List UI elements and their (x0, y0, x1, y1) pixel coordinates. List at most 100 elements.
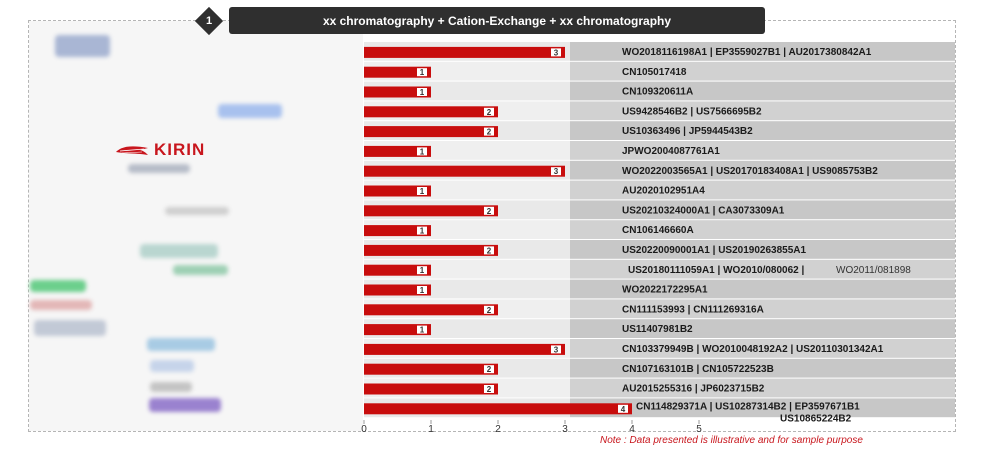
patent-row-band (570, 319, 955, 338)
kirin-logo: KIRIN (114, 140, 206, 159)
bar (364, 165, 565, 177)
kirin-logo-text: KIRIN (154, 140, 206, 159)
patent-numbers: WO2011/081898 (836, 265, 911, 276)
patent-numbers: CN106146660A (622, 225, 694, 236)
patent-numbers: CN105017418 (622, 67, 687, 78)
patent-numbers: WO2022003565A1 | US20170183408A1 | US908… (622, 166, 878, 177)
x-tick-label: 3 (562, 424, 568, 435)
bar-label-box (417, 68, 427, 77)
bar-value-label: 3 (554, 48, 559, 57)
bar-label-box (484, 385, 494, 393)
patent-row-band (570, 121, 955, 140)
assignee-logo-blurred (55, 35, 110, 57)
x-tick-label: 0 (361, 424, 367, 435)
patent-row-band (570, 81, 955, 101)
bar (364, 126, 498, 138)
assignee-logo-blurred (218, 104, 282, 118)
bar-label-box (484, 246, 494, 255)
patent-row-band (570, 398, 955, 418)
bar (364, 66, 431, 78)
patent-row-band (570, 240, 955, 259)
assignee-logo-blurred (128, 164, 190, 173)
step-badge: 1 (195, 7, 223, 35)
chart-title: xx chromatography + Cation-Exchange + xx… (229, 7, 765, 34)
patent-row-band (570, 279, 955, 299)
patent-numbers: US10363496 | JP5944543B2 (622, 126, 753, 137)
assignee-logo-blurred (30, 300, 92, 310)
bar (364, 86, 431, 98)
bar-value-label: 1 (420, 326, 425, 335)
bar-label-box (417, 226, 427, 235)
kirin-emblem-icon (116, 146, 148, 155)
patent-numbers: US20220090001A1 | US20190263855A1 (622, 245, 806, 256)
patent-row-band (570, 180, 955, 200)
patent-numbers: AU2015255316 | JP6023715B2 (622, 384, 765, 395)
step-number: 1 (205, 15, 213, 27)
bar-value-label: 4 (621, 405, 626, 414)
patent-numbers: US10865224B2 (780, 413, 852, 424)
assignee-logo-blurred (150, 360, 194, 372)
patent-row-band (570, 101, 955, 121)
bar-label-box (484, 127, 494, 136)
bar (364, 324, 431, 336)
bar-value-label: 2 (487, 365, 492, 374)
bar (364, 106, 498, 118)
patent-numbers: WO2018116198A1 | EP3559027B1 | AU2017380… (622, 47, 872, 58)
bar-label-box (417, 147, 427, 156)
bar-label-box (484, 305, 494, 314)
assignee-logo-blurred (147, 338, 215, 351)
bar-label-box (484, 107, 494, 116)
bar-value-label: 1 (420, 187, 425, 196)
bar-label-box (618, 404, 628, 413)
assignee-logo-blurred (173, 265, 228, 275)
patent-numbers: AU2020102951A4 (622, 186, 705, 197)
patent-numbers: US11407981B2 (622, 324, 693, 335)
bar-label-box (417, 325, 427, 334)
bar-value-label: 1 (420, 88, 425, 97)
assignee-logo-blurred (165, 207, 229, 215)
patent-row-band (570, 299, 955, 319)
bar (364, 363, 498, 375)
bar-value-label: 2 (487, 207, 492, 216)
patent-numbers: CN114829371A | US10287314B2 | EP3597671B… (636, 401, 860, 412)
patent-row-band (570, 141, 955, 160)
bar (364, 244, 498, 256)
bar-value-label: 2 (487, 306, 492, 315)
patent-numbers: CN107163101B | CN105722523B (622, 364, 774, 375)
x-tick-label: 4 (629, 424, 635, 435)
bar-label-box (484, 365, 494, 374)
patent-row-band (570, 61, 955, 81)
disclaimer-note: Note : Data presented is illustrative an… (600, 435, 863, 446)
assignee-logo-blurred (34, 320, 106, 336)
assignee-logo-blurred (140, 244, 218, 258)
bar (364, 264, 431, 276)
bar-value-label: 2 (487, 246, 492, 255)
patent-numbers: WO2022172295A1 (622, 285, 708, 296)
bar-label-box (484, 206, 494, 215)
patent-numbers: CN103379949B | WO2010048192A2 | US201103… (622, 344, 884, 355)
patent-numbers: US20180111059A1 | WO2010/080062 | (628, 265, 804, 276)
bar (364, 145, 431, 157)
patent-numbers: US20210324000A1 | CA3073309A1 (622, 205, 785, 216)
bar (364, 304, 498, 316)
bar-label-box (551, 167, 561, 176)
bar-value-label: 2 (487, 128, 492, 137)
bar (364, 383, 498, 395)
bar (364, 284, 431, 296)
bar-value-label: 1 (420, 68, 425, 77)
bar-label-box (551, 345, 561, 354)
patent-row-band (570, 259, 955, 279)
patent-numbers: CN109320611A (622, 87, 693, 98)
assignee-logo-blurred (150, 382, 192, 392)
bar (364, 343, 565, 355)
assignee-logo-panel (29, 21, 363, 431)
assignee-logo-blurred (30, 280, 86, 292)
patent-row-band (570, 160, 955, 180)
bar-label-box (417, 286, 427, 294)
bar-value-label: 3 (554, 167, 559, 176)
x-tick-label: 5 (696, 424, 702, 435)
bar-value-label: 2 (487, 385, 492, 394)
x-tick-label: 2 (495, 424, 501, 435)
bar-value-label: 1 (420, 286, 425, 295)
